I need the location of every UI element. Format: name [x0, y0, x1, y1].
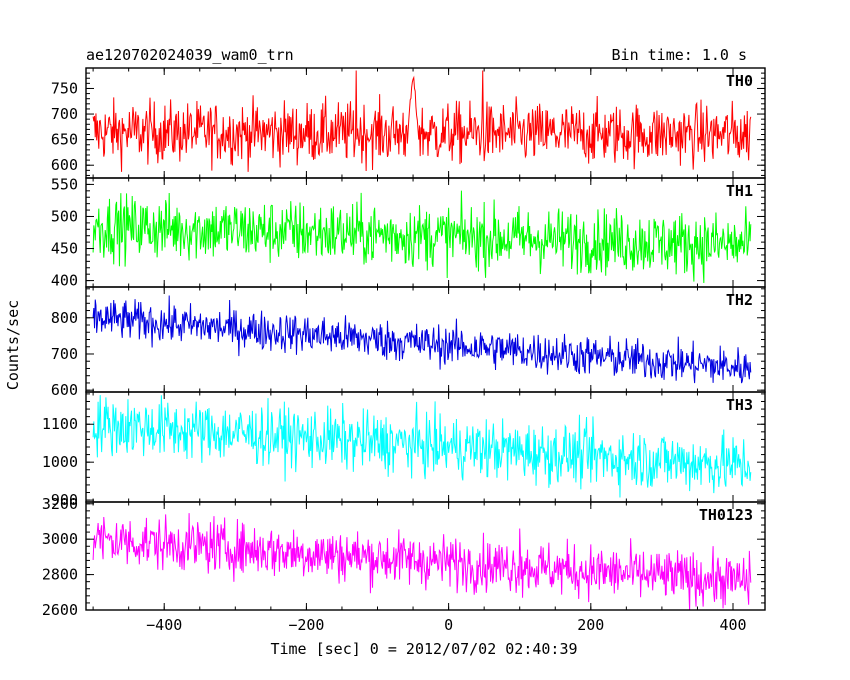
y-tick-label: 900: [51, 491, 78, 509]
y-tick-label: 3000: [42, 530, 78, 548]
x-tick-label: −400: [146, 616, 182, 634]
series-line-th0123: [92, 513, 752, 610]
panel-label: TH1: [726, 182, 753, 200]
y-tick-label: 1100: [42, 415, 78, 433]
series-line-th3: [92, 395, 752, 498]
y-axis-label: Counts/sec: [4, 300, 22, 390]
y-tick-label: 650: [51, 131, 78, 149]
bin-time-label: Bin time: 1.0 s: [612, 46, 747, 64]
panel-frame: [85, 501, 766, 611]
y-tick-label: 600: [51, 156, 78, 174]
panel-th1: 400 450 500 550 TH1: [51, 175, 766, 290]
x-tick-label: 0: [444, 616, 453, 634]
chart-title: ae120702024039_wam0_trn: [86, 46, 294, 64]
series-line-th1: [92, 190, 752, 283]
series-line-th2: [92, 295, 752, 384]
x-tick-label: 200: [577, 616, 604, 634]
y-tick-label: 550: [51, 175, 78, 193]
y-tick-label: 500: [51, 207, 78, 225]
panels-group: 600 650 700 750 TH0 400 450 500 550 TH1 600 700 800 T…: [42, 67, 766, 619]
y-tick-label: 400: [51, 272, 78, 290]
panel-th3: 900 1000 1100 TH3: [42, 391, 766, 509]
y-tick-label: 700: [51, 345, 78, 363]
panel-th2: 600 700 800 TH2: [51, 286, 766, 399]
panel-label: TH2: [726, 291, 753, 309]
x-tick-label: 400: [719, 616, 746, 634]
panel-th0123: 2600 2800 3000 3200 TH0123: [42, 495, 766, 619]
y-tick-label: 700: [51, 105, 78, 123]
y-tick-label: 3200: [42, 495, 78, 513]
y-tick-label: 800: [51, 309, 78, 327]
y-tick-label: 750: [51, 79, 78, 97]
panel-th0: 600 650 700 750 TH0: [51, 67, 766, 179]
y-tick-label: 2600: [42, 601, 78, 619]
series-line-th0: [92, 70, 752, 172]
x-tick-label: −200: [288, 616, 324, 634]
y-tick-label: 450: [51, 240, 78, 258]
panel-label: TH0: [726, 72, 753, 90]
panel-label: TH3: [726, 396, 753, 414]
panel-label: TH0123: [699, 506, 753, 524]
y-tick-label: 2800: [42, 566, 78, 584]
x-axis-label: Time [sec] 0 = 2012/07/02 02:40:39: [270, 640, 577, 658]
y-tick-label: 600: [51, 381, 78, 399]
y-tick-label: 1000: [42, 453, 78, 471]
x-axis: −400 −200 0 200 400: [146, 616, 746, 634]
